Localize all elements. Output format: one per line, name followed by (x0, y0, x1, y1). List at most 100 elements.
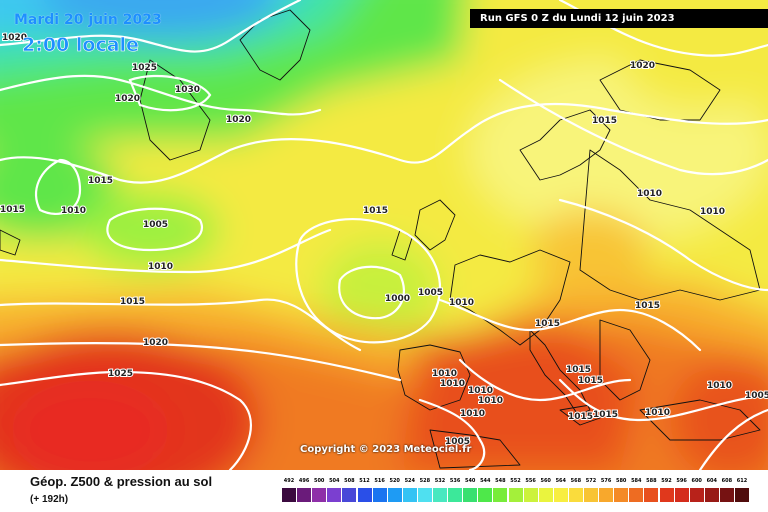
legend-tick-label: 580 (615, 478, 627, 484)
legend-swatch (584, 488, 598, 502)
legend-swatch (538, 488, 553, 502)
legend-swatch (659, 488, 674, 502)
legend-tick-label: 572 (585, 478, 597, 484)
isobar-label: 1010 (637, 189, 662, 199)
isobar-label: 1015 (568, 412, 593, 422)
isobar-label: 1015 (88, 176, 113, 186)
legend-tick-label: 544 (480, 478, 491, 484)
isobar-label: 1025 (132, 63, 157, 73)
isobar-label: 1015 (635, 301, 660, 311)
legend-tick-label: 532 (434, 478, 446, 484)
isobar-label: 1010 (460, 409, 485, 419)
legend-tick-label: 528 (419, 478, 431, 484)
legend-swatch (493, 488, 508, 502)
isobar-label: 1010 (432, 369, 457, 379)
legend-swatch (463, 488, 478, 502)
isobar-label: 1010 (700, 207, 725, 217)
legend-swatch (568, 488, 583, 502)
run-info: Run GFS 0 Z du Lundi 12 juin 2023 (470, 9, 768, 28)
legend-swatch (312, 488, 327, 502)
legend-tick-label: 600 (691, 478, 702, 484)
isobar-label: 1010 (468, 386, 493, 396)
legend-swatch (508, 488, 523, 502)
legend-swatch (704, 488, 719, 502)
legend-tick-label: 552 (510, 478, 521, 484)
legend-tick-label: 492 (283, 478, 295, 484)
isobar-label: 1020 (226, 115, 251, 125)
legend-swatch (448, 488, 463, 502)
legend-swatch (599, 488, 614, 502)
legend-tick-label: 540 (464, 478, 476, 484)
legend-swatch (523, 488, 538, 502)
isobar-label: 1010 (449, 298, 474, 308)
map-title: Géop. Z500 & pression au sol (30, 474, 213, 489)
isobar-label: 1020 (115, 94, 140, 104)
legend-tick-label: 612 (736, 478, 748, 484)
legend-tick-label: 576 (600, 478, 612, 484)
legend-swatch (478, 488, 493, 502)
isobar-labels: 1020 1025 1030 1020 1020 1015 1010 1015 … (0, 32, 768, 448)
legend-swatch (553, 488, 568, 502)
legend-swatch (644, 488, 659, 502)
legend-tick-label: 508 (344, 478, 355, 484)
weather-map: 1020 1025 1030 1020 1020 1015 1010 1015 … (0, 0, 768, 470)
legend-swatch (417, 488, 432, 502)
legend-tick-label: 548 (495, 478, 506, 484)
isobar-label: 1005 (745, 391, 768, 401)
isobar-label: 1025 (108, 369, 133, 379)
legend-tick-label: 516 (374, 478, 385, 484)
isobars (0, 0, 768, 470)
isobar-label: 1010 (148, 262, 173, 272)
isobar-label: 1000 (385, 294, 410, 304)
legend-swatch (433, 488, 447, 502)
legend-tick-label: 536 (449, 478, 461, 484)
legend-swatch (387, 488, 402, 502)
legend-tick-label: 524 (404, 478, 416, 484)
legend-swatch (674, 488, 689, 502)
legend-swatch (372, 488, 387, 502)
forecast-date: Mardi 20 juin 2023 (14, 12, 162, 28)
isobar-label: 1020 (143, 338, 168, 348)
isobar-label: 1015 (535, 319, 560, 329)
legend-tick-label: 512 (359, 478, 370, 484)
legend-tick-label: 520 (389, 478, 400, 484)
legend-tick-label: 608 (721, 478, 733, 484)
isobar-label: 1010 (440, 379, 465, 389)
isobar-label: 1015 (578, 376, 603, 386)
legend-swatch (614, 488, 629, 502)
isobar-label: 1015 (593, 410, 618, 420)
color-scale: 492 496 500 504 508 512 516 520 524 528 532 536 540 5… (282, 478, 752, 508)
legend-footer: Géop. Z500 & pression au sol (+ 192h) 49… (0, 470, 768, 512)
isobar-label: 1005 (418, 288, 443, 298)
isobar-label: 1020 (630, 61, 655, 71)
legend-swatch (357, 488, 372, 502)
legend-swatch (402, 488, 417, 502)
isobar-label: 1020 (2, 33, 27, 43)
legend-tick-label: 500 (313, 478, 325, 484)
isobar-label: 1005 (143, 220, 168, 230)
legend-tick-label: 584 (631, 478, 642, 484)
legend-swatch (719, 488, 734, 502)
legend-tick-label: 592 (661, 478, 672, 484)
isobar-label: 1005 (445, 437, 470, 447)
isobar-label: 1015 (363, 206, 388, 216)
legend-tick-label: 496 (298, 478, 310, 484)
legend-swatch (342, 488, 357, 502)
legend-tick-label: 564 (555, 478, 567, 484)
forecast-range: (+ 192h) (30, 494, 69, 505)
isobar-label: 1015 (120, 297, 145, 307)
isobar-label: 1030 (175, 85, 200, 95)
legend-tick-label: 560 (540, 478, 551, 484)
legend-tick-label: 604 (706, 478, 718, 484)
legend-swatch (282, 488, 296, 502)
forecast-time: 2:00 locale (22, 34, 140, 57)
legend-swatch (297, 488, 312, 502)
legend-swatch (629, 488, 644, 502)
legend-swatch (735, 488, 749, 502)
isobar-label: 1010 (645, 408, 670, 418)
copyright: Copyright © 2023 Meteociel.fr (300, 444, 472, 455)
legend-tick-label: 556 (525, 478, 536, 484)
legend-swatch (327, 488, 342, 502)
isobar-label: 1015 (0, 205, 25, 215)
legend-tick-label: 568 (570, 478, 582, 484)
